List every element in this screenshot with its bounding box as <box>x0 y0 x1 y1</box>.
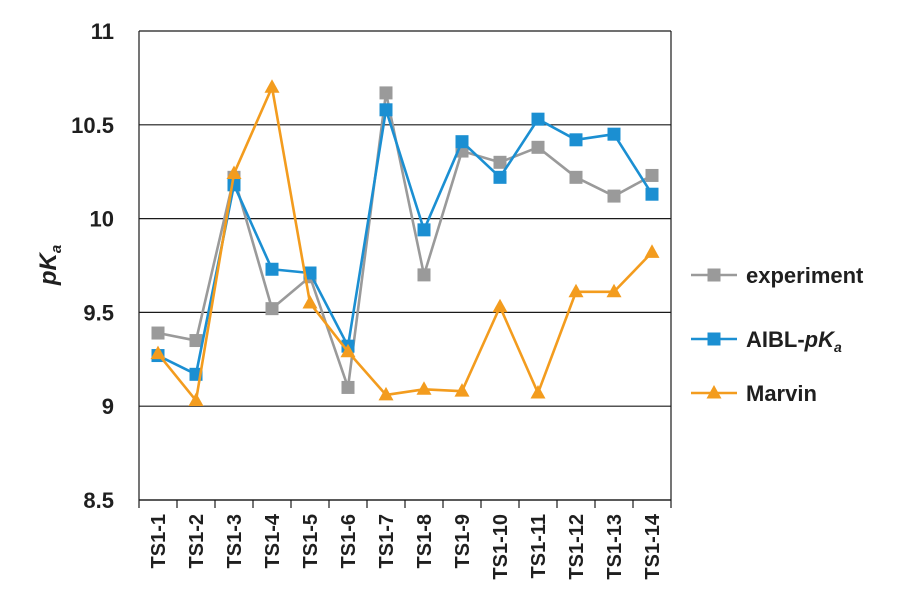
data-point-aibl-pka <box>265 262 279 276</box>
y-tick-label: 8.5 <box>83 488 114 513</box>
data-point-experiment <box>493 155 507 169</box>
x-tick-label: TS1-7 <box>376 514 398 568</box>
x-tick-label: TS1-9 <box>452 514 474 568</box>
y-axis-label-main: pK <box>35 252 62 287</box>
legend-label: AIBL-pKa <box>746 327 842 355</box>
data-point-marvin <box>150 345 166 360</box>
data-point-marvin <box>302 294 318 309</box>
y-tick-label: 9 <box>102 394 114 419</box>
y-tick-label: 10.5 <box>71 113 114 138</box>
data-point-experiment <box>341 380 355 394</box>
data-point-aibl-pka <box>645 187 659 201</box>
series-layer <box>150 79 660 407</box>
legend-item-aibl-pka: AIBL-pKa <box>691 327 842 355</box>
data-point-experiment <box>569 170 583 184</box>
data-point-experiment <box>151 326 165 340</box>
data-point-experiment <box>531 140 545 154</box>
x-tick-label: TS1-12 <box>566 514 588 580</box>
x-tick-label: TS1-3 <box>224 514 246 568</box>
series-line-marvin <box>156 85 653 402</box>
data-point-experiment <box>607 189 621 203</box>
data-point-marvin <box>644 244 660 258</box>
legend-label-main: AIBL- <box>746 327 805 352</box>
data-point-marvin <box>530 385 546 399</box>
x-tick-labels: TS1-1 TS1-2 TS1-3 TS1-4 TS1-5 TS1-6 TS1-7 TS1-8… <box>148 513 664 579</box>
data-point-marvin <box>492 298 508 313</box>
x-tick-label: TS1-13 <box>604 514 626 580</box>
data-point-experiment <box>265 302 279 316</box>
data-point-marvin <box>378 386 394 401</box>
data-point-marvin <box>568 283 584 298</box>
data-point-experiment <box>379 86 393 100</box>
legend-label-subscript: a <box>834 339 842 355</box>
data-point-aibl-pka <box>569 133 583 147</box>
data-point-marvin <box>188 392 204 407</box>
x-tick-label: TS1-2 <box>186 514 208 568</box>
x-tick-label: TS1-14 <box>642 513 664 579</box>
x-tick-label: TS1-11 <box>528 514 550 578</box>
y-tick-label: 10 <box>90 207 114 232</box>
data-point-aibl-pka <box>303 266 317 280</box>
x-tick-label: TS1-4 <box>262 513 284 568</box>
legend-label-italic: pK <box>804 327 836 352</box>
data-point-marvin <box>416 381 432 395</box>
x-tick-label: TS1-8 <box>414 514 436 568</box>
legend-label: experiment <box>746 263 864 288</box>
data-point-marvin <box>340 343 356 358</box>
y-tick-label: 9.5 <box>83 300 114 325</box>
x-tick-label: TS1-10 <box>490 514 512 580</box>
data-point-experiment <box>417 268 431 282</box>
legend-swatch-marker <box>707 332 721 346</box>
legend-item-marvin: Marvin <box>691 381 817 406</box>
legend-item-experiment: experiment <box>691 263 864 288</box>
data-point-marvin <box>264 79 280 93</box>
data-point-marvin <box>606 283 622 298</box>
x-tick-label: TS1-6 <box>338 514 360 568</box>
x-tick-label: TS1-5 <box>300 514 322 568</box>
legend-label: Marvin <box>746 381 817 406</box>
axes <box>138 31 672 508</box>
y-tick-label: 11 <box>91 19 114 44</box>
y-axis-label: pKa <box>35 245 65 286</box>
y-axis-label-subscript: a <box>48 245 65 253</box>
data-point-marvin <box>226 165 242 180</box>
legend-swatch-marker <box>707 268 721 282</box>
data-point-aibl-pka <box>607 127 621 141</box>
data-point-aibl-pka <box>379 103 393 117</box>
data-point-aibl-pka <box>417 223 431 237</box>
series-line-aibl-pka <box>157 108 654 376</box>
series-experiment <box>151 86 659 394</box>
data-point-experiment <box>645 168 659 182</box>
legend-swatch-marker <box>706 384 722 399</box>
x-tick-label: TS1-1 <box>148 514 170 568</box>
y-tick-labels: 8.5 9 9.5 10 10.5 11 <box>71 19 114 513</box>
data-point-aibl-pka <box>493 170 507 184</box>
legend: experiment AIBL-pKa Marvin <box>691 263 864 406</box>
data-point-aibl-pka <box>455 135 469 149</box>
series-marvin <box>150 79 660 407</box>
data-point-aibl-pka <box>531 112 545 126</box>
data-point-marvin <box>454 383 470 397</box>
series-aibl-pka <box>151 103 659 381</box>
data-point-experiment <box>189 334 203 348</box>
